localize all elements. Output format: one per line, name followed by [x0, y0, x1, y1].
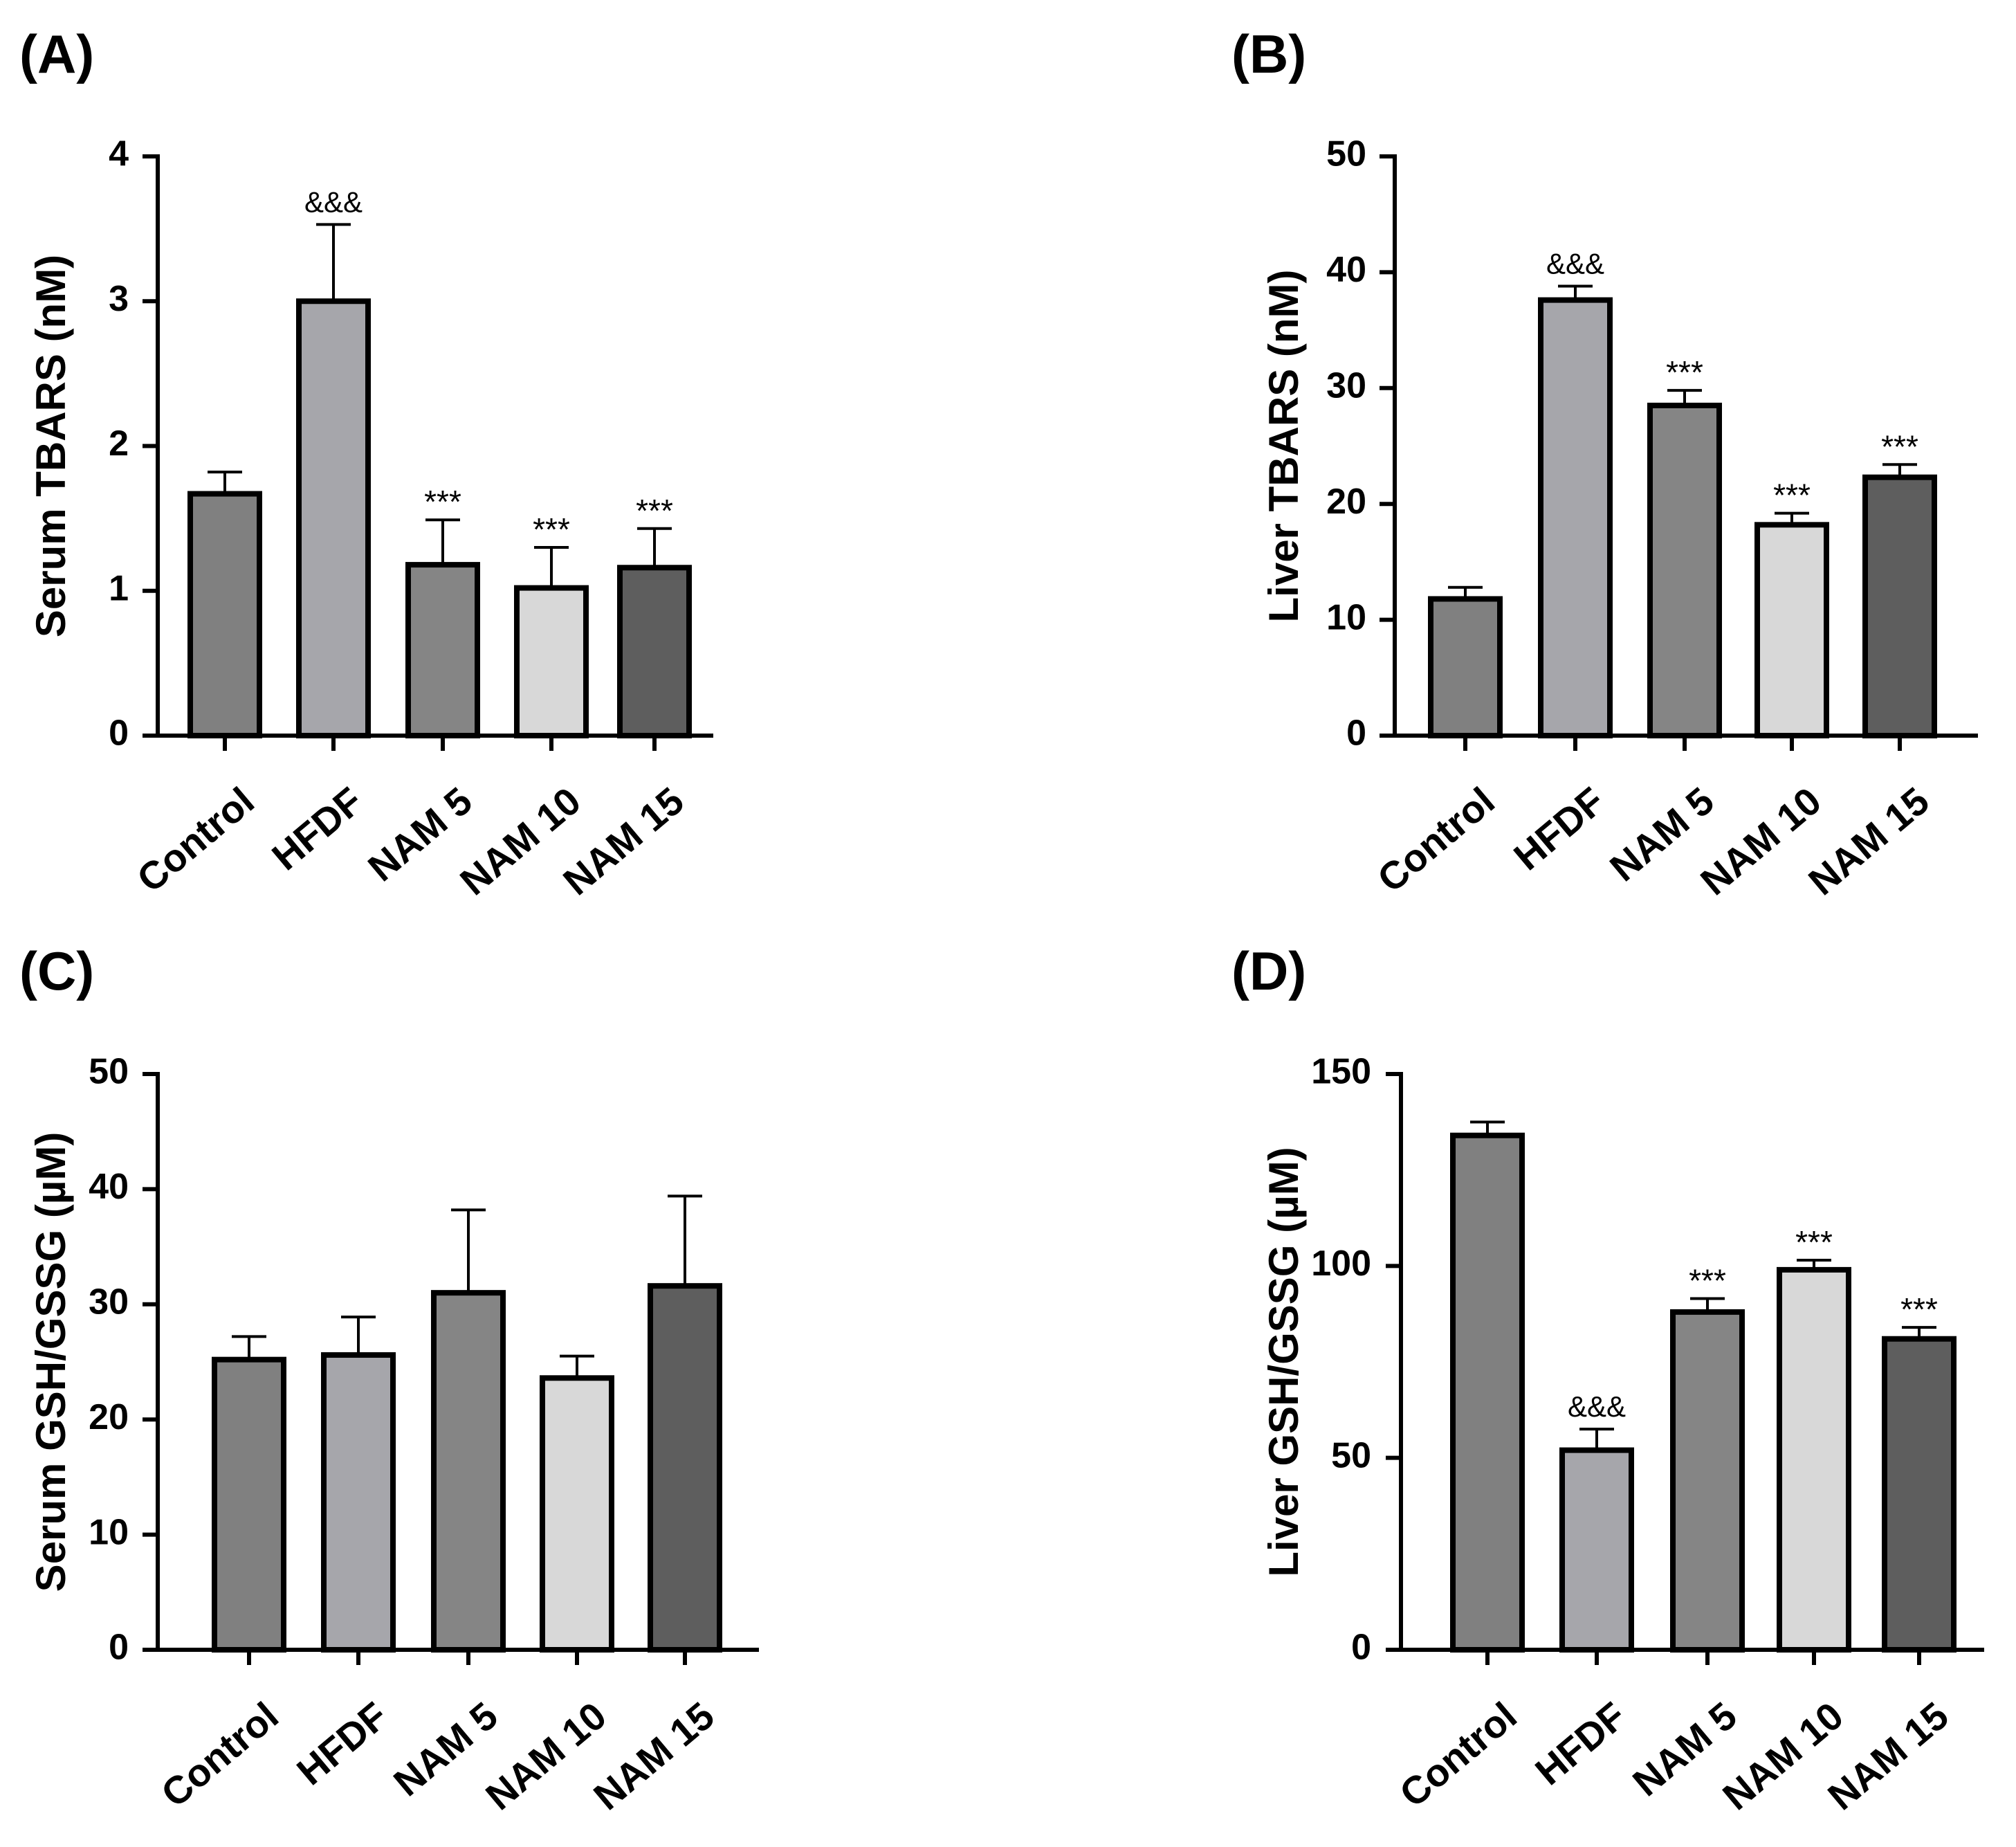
significance-label-stars: *** [1666, 354, 1703, 390]
chart-panel-a: (A) Serum TBARS (nM) 0 1 2 3 4 Control &&& HFDF **… [19, 24, 713, 903]
bar-hfdf [1559, 1447, 1634, 1653]
bar-hfdf [321, 1352, 396, 1653]
significance-label-stars: *** [1900, 1291, 1938, 1327]
x-tick-label: NAM 10 [477, 1693, 614, 1818]
y-tick-label: 0 [109, 1628, 129, 1668]
x-tick-label: NAM 10 [1692, 779, 1829, 903]
y-tick-label: 10 [1326, 597, 1366, 637]
bar-nam-5 [431, 1290, 506, 1653]
panel-title: (C) [19, 940, 94, 1001]
panel-title: (A) [19, 24, 94, 84]
x-tick-label: NAM 10 [1714, 1693, 1851, 1818]
bar-control [1428, 596, 1503, 739]
significance-label-stars: *** [636, 493, 673, 529]
bar-nam-10 [1777, 1266, 1851, 1653]
bar-hfdf [1538, 297, 1613, 738]
bar-nam-15 [1882, 1336, 1957, 1653]
y-tick-label: 20 [1326, 482, 1366, 522]
chart-panel-c: (C) Serum GSH/GSSG (µM) 0 10 20 30 40 50 Control… [19, 940, 759, 1818]
bar-hfdf [296, 298, 371, 738]
significance-label-stars: *** [1773, 477, 1811, 513]
y-tick-label: 40 [89, 1167, 129, 1207]
x-tick-label: HFDF [1505, 779, 1613, 878]
y-tick-label: 50 [1331, 1435, 1371, 1475]
y-axis-label: Liver TBARS (nM) [1261, 270, 1307, 623]
bar-nam-15 [617, 565, 692, 739]
y-tick-label: 50 [89, 1052, 129, 1092]
bar-nam-10 [540, 1375, 614, 1653]
panel-title: (D) [1231, 940, 1306, 1001]
y-tick-label: 1 [109, 568, 129, 608]
y-tick-label: 4 [109, 134, 129, 174]
bar-nam-15 [648, 1283, 722, 1653]
significance-label-stars: *** [1795, 1224, 1833, 1260]
x-tick-label: Control [129, 779, 262, 900]
bar-nam-15 [1862, 474, 1937, 738]
y-tick-label: 40 [1326, 250, 1366, 290]
y-tick-label: 30 [89, 1282, 129, 1322]
bar-control [212, 1356, 286, 1653]
x-tick-label: NAM 15 [1800, 779, 1937, 903]
y-tick-label: 30 [1326, 366, 1366, 406]
x-tick-label: HFDF [288, 1693, 396, 1793]
chart-panel-b: (B) Liver TBARS (nM) 0 10 20 30 40 50 Control &&&… [1231, 24, 1978, 903]
x-tick-label: Control [1391, 1693, 1525, 1815]
bar-nam-10 [1754, 522, 1829, 738]
y-tick-label: 2 [109, 424, 129, 464]
chart-panel-d: (D) Liver GSH/GSSG (µM) 0 50 100 150 Control &&… [1231, 940, 1984, 1818]
y-tick-label: 150 [1311, 1052, 1371, 1092]
significance-label-hfdf: &&& [1546, 247, 1604, 280]
y-tick-label: 0 [1346, 713, 1366, 754]
x-tick-label: Control [1369, 779, 1503, 900]
bar-control [187, 491, 262, 738]
x-tick-label: HFDF [1527, 1693, 1634, 1793]
y-axis-label: Liver GSH/GSSG (µM) [1261, 1147, 1307, 1576]
significance-label-stars: *** [1689, 1262, 1726, 1298]
y-axis-label: Serum TBARS (nM) [28, 255, 74, 637]
significance-label-stars: *** [424, 484, 461, 520]
significance-label-stars: *** [1881, 428, 1918, 464]
y-tick-label: 20 [89, 1397, 129, 1437]
y-axis-label: Serum GSH/GSSG (µM) [28, 1132, 74, 1592]
y-tick-label: 100 [1311, 1244, 1371, 1284]
x-tick-label: Control [153, 1693, 286, 1815]
y-tick-label: 0 [1351, 1628, 1371, 1668]
significance-label-hfdf: &&& [1568, 1390, 1626, 1423]
y-tick-label: 3 [109, 279, 129, 319]
significance-label-stars: *** [533, 511, 570, 547]
x-tick-label: NAM 15 [585, 1693, 722, 1818]
y-tick-label: 0 [109, 713, 129, 754]
x-tick-label: HFDF [264, 779, 371, 878]
y-tick-label: 10 [89, 1512, 129, 1552]
bar-nam-5 [405, 562, 480, 739]
bar-nam-10 [514, 585, 589, 738]
significance-label-hfdf: &&& [304, 185, 363, 218]
bar-nam-5 [1647, 402, 1722, 738]
bar-nam-5 [1670, 1309, 1745, 1653]
panel-title: (B) [1231, 24, 1306, 84]
bar-control [1450, 1132, 1525, 1653]
x-tick-label: NAM 15 [1820, 1693, 1957, 1818]
y-tick-label: 50 [1326, 134, 1366, 174]
